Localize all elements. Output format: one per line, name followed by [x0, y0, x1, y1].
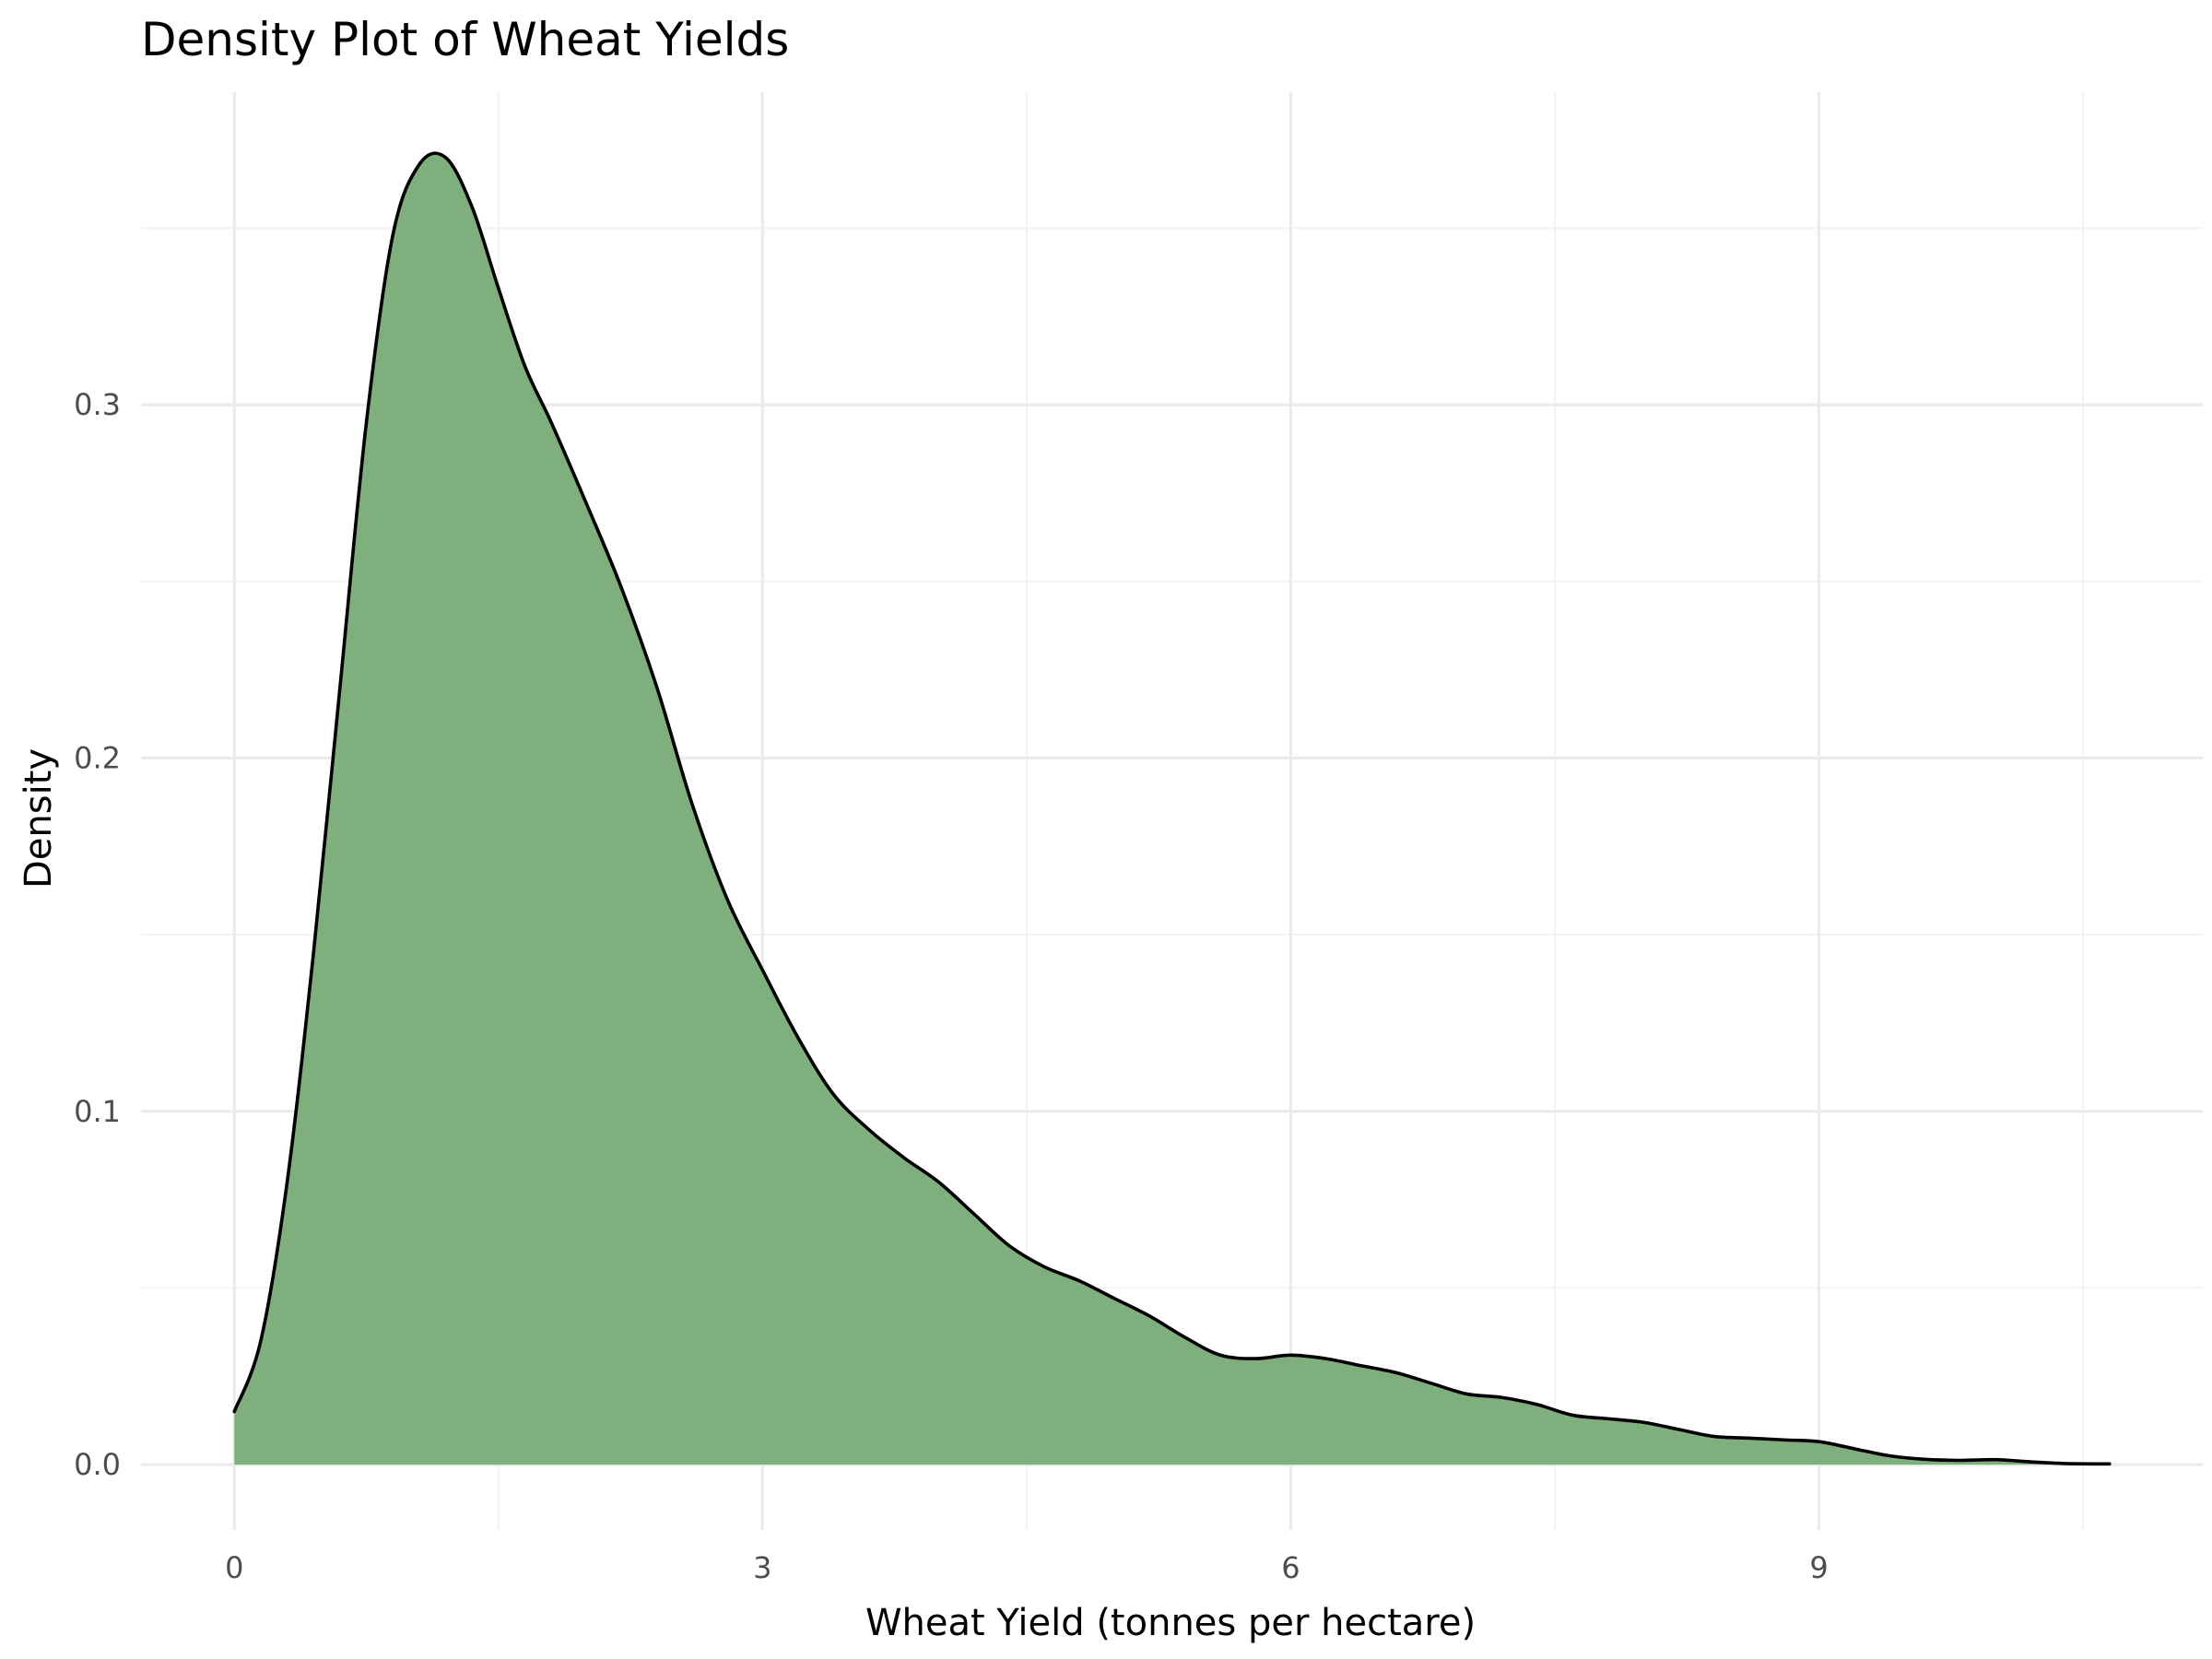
x-tick-label: 0: [225, 1550, 243, 1585]
y-tick-label: 0.2: [74, 741, 121, 776]
density-line: [232, 151, 2112, 1466]
y-tick-label: 0.3: [74, 387, 121, 422]
x-axis-ticks: 0 3 6 9: [225, 1550, 1829, 1585]
y-axis-title: Density: [18, 748, 60, 888]
density-area: [234, 153, 2110, 1465]
x-tick-label: 3: [753, 1550, 771, 1585]
x-tick-label: 6: [1281, 1550, 1300, 1585]
x-tick-label: 9: [1809, 1550, 1828, 1585]
y-axis-ticks: 0.0 0.1 0.2 0.3: [74, 387, 121, 1482]
x-axis-title: Wheat Yield (tonnes per hectare): [865, 1602, 1476, 1644]
y-tick-label: 0.0: [74, 1447, 121, 1482]
y-tick-label: 0.1: [74, 1094, 121, 1129]
chart-title: Density Plot of Wheat Yields: [141, 13, 789, 66]
